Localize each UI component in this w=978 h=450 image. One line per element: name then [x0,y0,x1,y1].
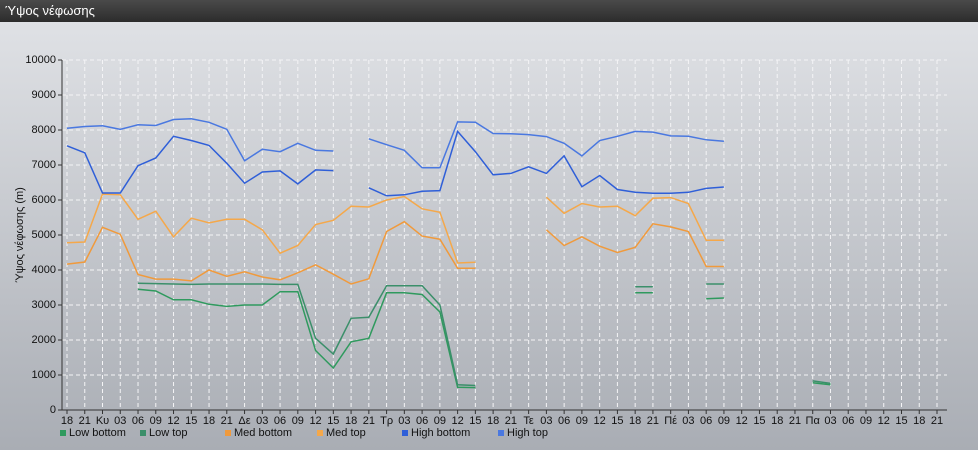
x-tick-label: 18 [913,415,925,427]
x-tick-label: 21 [221,415,233,427]
x-tick-label: 18 [345,415,357,427]
legend-label: High top [507,427,548,439]
x-tick-label: 03 [256,415,268,427]
legend-label: High bottom [411,427,470,439]
x-tick-label: Δε [238,415,250,427]
x-tick-label: 21 [505,415,517,427]
chart: Ύψος νέφωσης (m) 0 1000 2000 3000 4000 5000 60… [0,22,978,450]
series-line [66,220,476,285]
y-tick-label: 1000 [32,369,56,381]
x-tick-label: 12 [309,415,321,427]
y-tick-label: 6000 [32,194,56,206]
x-tick-label: 21 [79,415,91,427]
series-line [368,121,724,169]
x-tick-label: 15 [895,415,907,427]
x-tick-label: 03 [824,415,836,427]
y-tick-label: 4000 [32,264,56,276]
x-tick-label: Πα [806,415,821,427]
x-tick-label: 06 [558,415,570,427]
x-tick-label: Τε [523,415,534,427]
x-tick-label: 12 [594,415,606,427]
legend-swatch [225,430,231,436]
legend-label: Low bottom [69,427,126,439]
y-tick-label: 8000 [32,124,56,136]
window-title: Ύψος νέφωσης [0,0,978,22]
legend-swatch [498,430,504,436]
x-tick-label: 03 [398,415,410,427]
x-tick-label: 21 [647,415,659,427]
x-tick-label: Τρ [380,415,393,427]
legend-swatch [402,430,408,436]
x-tick-label: 06 [700,415,712,427]
x-tick-label: 18 [629,415,641,427]
series-line [545,196,724,242]
series-line [368,129,724,197]
x-tick-label: 18 [771,415,783,427]
x-tick-label: 09 [576,415,588,427]
x-tick-label: 09 [860,415,872,427]
legend-swatch [317,430,323,436]
x-tick-label: 15 [327,415,339,427]
y-tick-label: 2000 [32,334,56,346]
series-line [137,282,476,387]
x-tick-label: 09 [718,415,730,427]
series-line [812,381,831,386]
y-axis-label: Ύψος νέφωσης (m) [14,187,26,283]
legend-swatch [60,430,66,436]
x-tick-label: 18 [203,415,215,427]
x-tick-label: 21 [363,415,375,427]
x-tick-label: 06 [132,415,144,427]
series-line [66,118,334,162]
x-tick-label: 12 [736,415,748,427]
x-tick-label: 15 [469,415,481,427]
x-tick-label: 15 [185,415,197,427]
y-tick-label: 9000 [32,89,56,101]
x-tick-label: 03 [114,415,126,427]
y-tick-label: 3000 [32,299,56,311]
x-tick-label: 12 [451,415,463,427]
x-tick-label: 03 [540,415,552,427]
x-tick-label: 03 [682,415,694,427]
x-tick-label: 12 [167,415,179,427]
series-line [66,135,334,194]
x-tick-label: 12 [878,415,890,427]
series-line [545,222,724,268]
legend-label: Med bottom [234,427,292,439]
legend-swatch [140,430,146,436]
series-line [706,297,724,300]
series-line [812,380,831,385]
y-tick-label: 5000 [32,229,56,241]
x-tick-label: 18 [487,415,499,427]
x-tick-label: 09 [150,415,162,427]
x-tick-label: 09 [292,415,304,427]
legend-label: Low top [149,427,188,439]
legend-label: Med top [326,427,366,439]
x-tick-label: Πέ [664,415,677,427]
x-tick-label: 06 [842,415,854,427]
background [0,22,978,450]
y-tick-label: 0 [50,404,56,416]
x-tick-label: 09 [434,415,446,427]
x-tick-label: 21 [789,415,801,427]
x-tick-label: 18 [61,415,73,427]
series-line [137,288,476,389]
x-tick-label: 21 [931,415,943,427]
x-tick-label: 06 [416,415,428,427]
y-tick-label: 10000 [25,54,56,66]
x-tick-label: Κυ [96,415,109,427]
x-tick-label: 15 [753,415,765,427]
x-tick-label: 06 [274,415,286,427]
series-line [66,193,476,264]
y-tick-label: 7000 [32,159,56,171]
x-tick-label: 15 [611,415,623,427]
